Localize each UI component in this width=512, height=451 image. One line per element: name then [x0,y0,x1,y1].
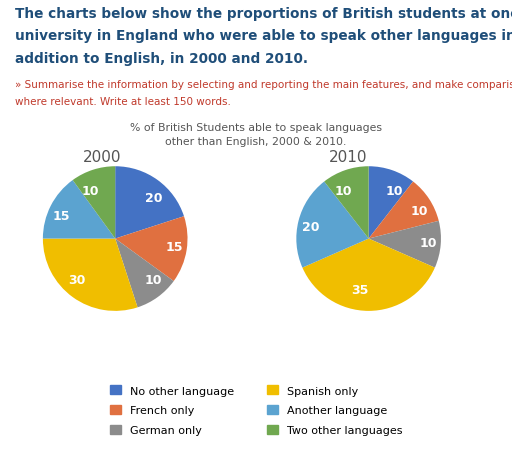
Text: 30: 30 [68,273,86,286]
Wedge shape [73,167,115,239]
Wedge shape [369,167,413,239]
Text: % of British Students able to speak languages: % of British Students able to speak lang… [130,123,382,133]
Text: » Summarise the information by selecting and reporting the main features, and ma: » Summarise the information by selecting… [15,80,512,90]
Text: The charts below show the proportions of British students at one: The charts below show the proportions of… [15,7,512,21]
Text: addition to English, in 2000 and 2010.: addition to English, in 2000 and 2010. [15,52,308,66]
Text: other than English, 2000 & 2010.: other than English, 2000 & 2010. [165,137,347,147]
Wedge shape [369,182,439,239]
Text: 10: 10 [82,184,99,198]
Text: 15: 15 [165,240,183,253]
Text: 10: 10 [385,185,402,198]
Wedge shape [115,239,174,308]
Legend: No other language, French only, German only, Spanish only, Another language, Two: No other language, French only, German o… [104,380,408,441]
Text: 15: 15 [53,210,70,223]
Wedge shape [324,167,369,239]
Wedge shape [43,181,115,239]
Text: 2010: 2010 [329,150,368,165]
Text: 10: 10 [335,185,352,198]
Text: 20: 20 [145,192,162,205]
Text: 10: 10 [145,273,162,286]
Text: 20: 20 [302,220,319,233]
Text: 35: 35 [351,283,369,296]
Wedge shape [115,217,187,281]
Wedge shape [369,221,441,268]
Wedge shape [115,167,184,239]
Text: 10: 10 [419,237,437,250]
Text: 2000: 2000 [83,150,122,165]
Text: where relevant. Write at least 150 words.: where relevant. Write at least 150 words… [15,97,231,107]
Wedge shape [296,182,369,268]
Text: 10: 10 [411,205,429,218]
Wedge shape [303,239,435,311]
Wedge shape [43,239,138,311]
Text: university in England who were able to speak other languages in: university in England who were able to s… [15,29,512,43]
